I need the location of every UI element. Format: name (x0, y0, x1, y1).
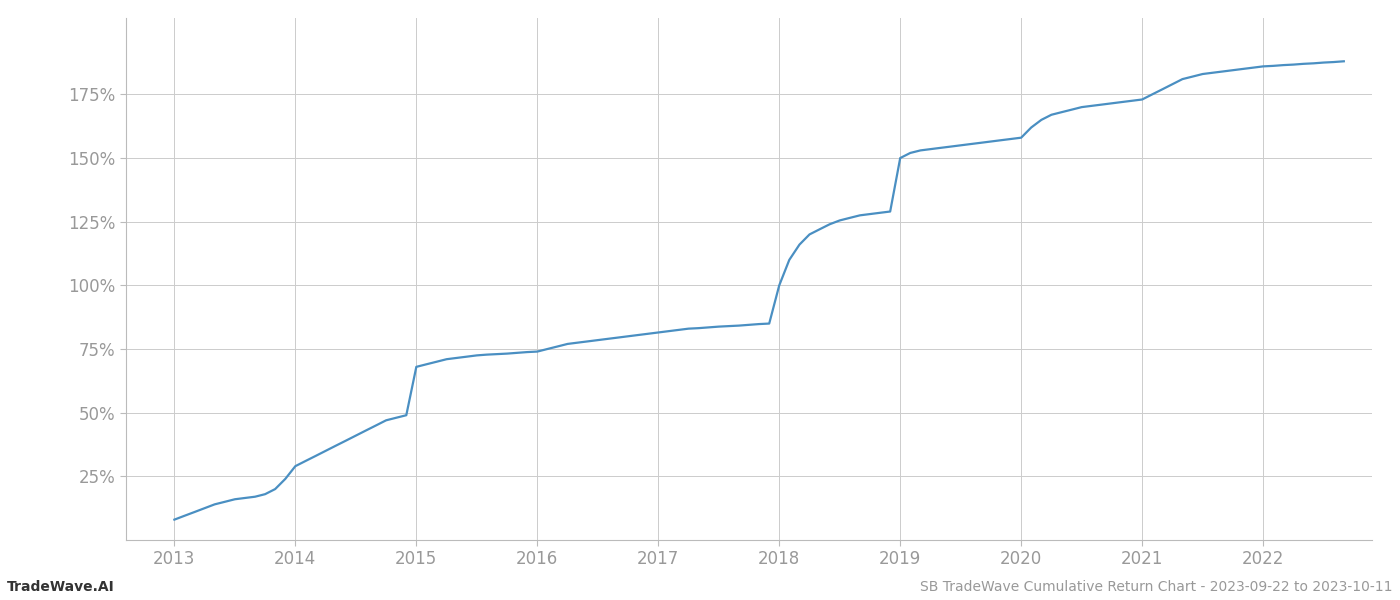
Text: SB TradeWave Cumulative Return Chart - 2023-09-22 to 2023-10-11: SB TradeWave Cumulative Return Chart - 2… (921, 580, 1393, 594)
Text: TradeWave.AI: TradeWave.AI (7, 580, 115, 594)
